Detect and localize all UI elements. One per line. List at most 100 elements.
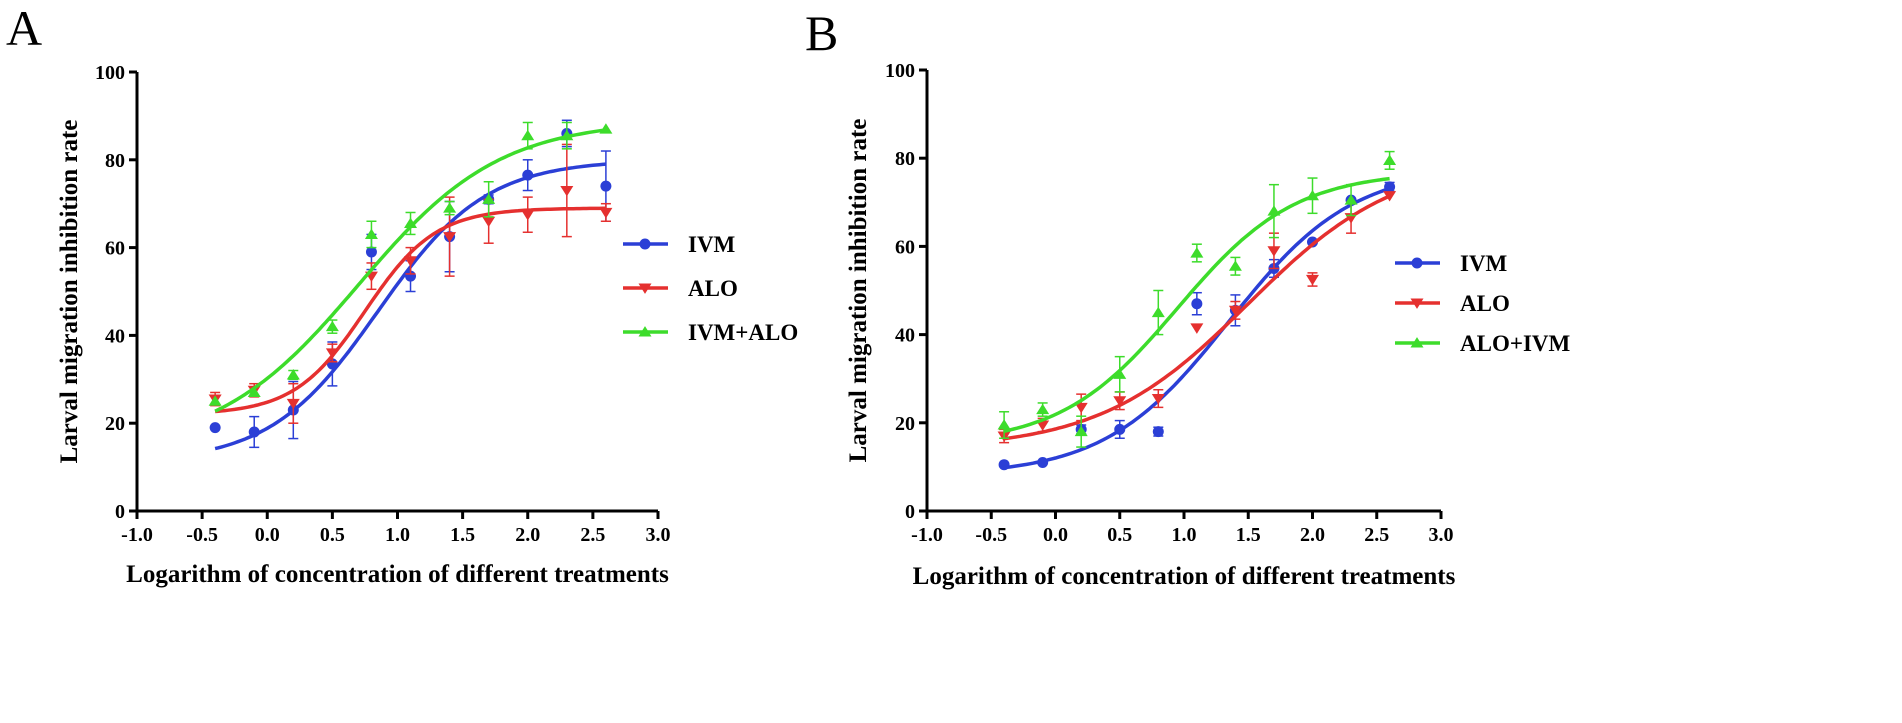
- data-point: [286, 369, 300, 380]
- data-point: [208, 395, 222, 406]
- x-tick-label: -0.5: [975, 524, 1007, 546]
- data-point: [209, 422, 221, 434]
- x-tick-label: -1.0: [121, 524, 153, 546]
- legend-marker: [1411, 257, 1423, 269]
- panel-label: B: [805, 5, 838, 61]
- data-point: [1151, 306, 1165, 318]
- panel-label: A: [6, 0, 42, 56]
- x-tick-label: 1.0: [385, 524, 410, 546]
- data-point: [443, 232, 457, 243]
- data-point: [1267, 246, 1281, 257]
- legend-label: ALO+IVM: [1460, 331, 1571, 356]
- y-tick-label: 60: [105, 238, 125, 260]
- data-point: [325, 320, 339, 332]
- x-tick-label: 1.0: [1172, 524, 1197, 546]
- data-point: [482, 193, 496, 204]
- y-axis-title: Larval migration inhibition rate: [56, 120, 83, 464]
- data-point: [600, 180, 612, 192]
- y-tick-label: 100: [95, 62, 125, 84]
- legend-marker: [638, 326, 652, 337]
- data-point: [521, 129, 535, 141]
- y-tick-label: 20: [105, 413, 125, 435]
- data-point: [522, 169, 534, 181]
- data-point: [599, 207, 613, 219]
- x-axis-title: Logarithm of concentration of different …: [126, 561, 669, 588]
- y-tick-label: 0: [905, 501, 915, 523]
- panel-b: B 0 20 40 60 80 100 -1.0 -0.5 0.0 0.5 1.0 1.5 2.0 2.5 3…: [805, 5, 1571, 590]
- x-tick-label: 0.5: [1107, 524, 1132, 546]
- fit-curve: [1003, 186, 1391, 470]
- y-tick-label: 40: [105, 325, 125, 347]
- x-tick-label: 0.5: [320, 524, 345, 546]
- data-point: [997, 419, 1011, 430]
- legend-label: ALO: [688, 276, 738, 301]
- x-tick-label: -0.5: [186, 524, 218, 546]
- data-point: [1151, 393, 1165, 405]
- data-point: [365, 246, 377, 258]
- data-point: [404, 217, 418, 229]
- x-tick-label: 3.0: [646, 524, 671, 546]
- data-point: [1191, 298, 1203, 310]
- series-ivm-plus-alo: [208, 121, 613, 413]
- data-point: [404, 256, 418, 267]
- data-point: [560, 185, 574, 197]
- data-point: [560, 129, 574, 141]
- data-point: [286, 398, 300, 410]
- data-point: [1190, 247, 1204, 258]
- data-point: [1113, 396, 1127, 407]
- data-point: [1113, 368, 1127, 379]
- x-tick-label: -1.0: [911, 524, 943, 546]
- legend-label: ALO: [1460, 291, 1510, 316]
- x-tick-label: 0.0: [255, 524, 280, 546]
- data-point: [1152, 426, 1164, 438]
- data-point: [1306, 274, 1319, 286]
- legend-label: IVM: [1460, 251, 1508, 276]
- data-point: [1267, 205, 1281, 216]
- legend-label: IVM: [688, 232, 736, 257]
- fit-curve: [1003, 194, 1391, 441]
- data-point: [443, 202, 457, 213]
- data-point: [599, 123, 613, 134]
- x-tick-label: 0.0: [1043, 524, 1068, 546]
- panel-a: A 0 20 40 60 80 100 -1.0 -0.5 0.0 0.5 1.0 1.5 2.0 2.5 3…: [6, 0, 798, 588]
- legend-marker: [1410, 337, 1424, 348]
- data-point: [1036, 403, 1050, 415]
- y-tick-label: 0: [115, 501, 125, 523]
- data-point: [247, 386, 261, 398]
- series-alo: [997, 191, 1397, 444]
- x-tick-label: 2.0: [515, 524, 540, 546]
- data-point: [1383, 154, 1397, 165]
- y-tick-label: 80: [895, 148, 915, 170]
- fit-curve: [214, 206, 606, 414]
- y-tick-label: 20: [895, 413, 915, 435]
- data-point: [1037, 456, 1049, 468]
- y-tick-label: 60: [895, 236, 915, 258]
- data-point: [248, 426, 260, 438]
- y-tick-label: 40: [895, 325, 915, 347]
- y-tick-label: 80: [105, 150, 125, 172]
- x-tick-label: 1.5: [450, 524, 475, 546]
- x-tick-label: 3.0: [1429, 524, 1454, 546]
- data-point: [998, 459, 1010, 471]
- data-point: [1344, 194, 1358, 205]
- y-axis-title: Larval migration inhibition rate: [845, 119, 872, 463]
- data-point: [1114, 423, 1126, 435]
- data-point: [1383, 191, 1397, 202]
- legend-label: IVM+ALO: [688, 320, 798, 345]
- data-point: [482, 216, 496, 228]
- x-tick-label: 2.0: [1300, 524, 1325, 546]
- data-point: [1074, 425, 1088, 437]
- series-ivm: [209, 119, 612, 451]
- x-tick-label: 2.5: [1364, 524, 1389, 546]
- y-tick-label: 100: [885, 60, 915, 82]
- data-point: [1228, 305, 1242, 317]
- data-point: [364, 228, 378, 239]
- fit-curve: [1003, 176, 1390, 434]
- legend-marker: [1410, 298, 1424, 309]
- data-point: [1036, 420, 1050, 431]
- data-point: [1306, 189, 1319, 201]
- data-point: [1228, 260, 1242, 271]
- x-tick-label: 1.5: [1236, 524, 1261, 546]
- data-point: [1074, 402, 1088, 414]
